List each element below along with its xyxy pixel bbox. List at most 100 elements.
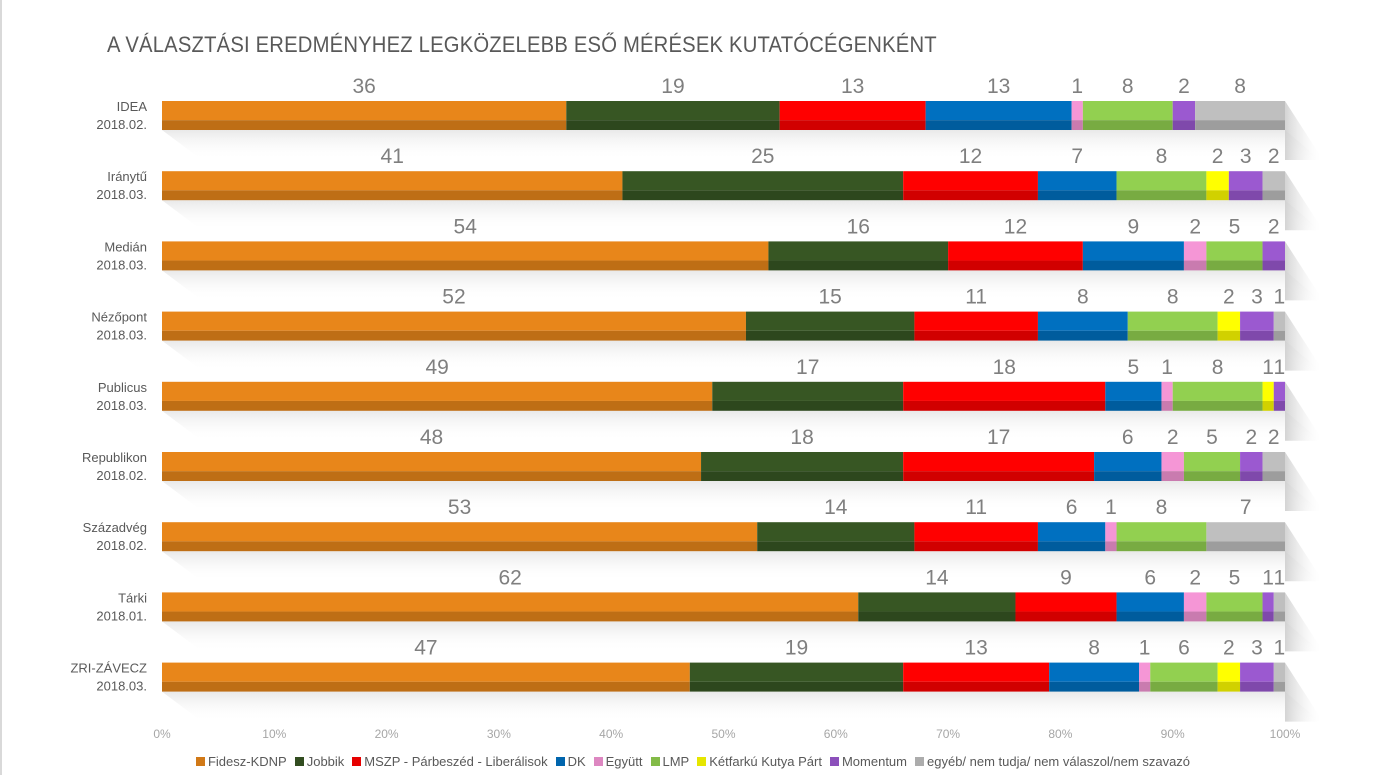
legend-swatch xyxy=(352,757,362,766)
bar-segment-bottom xyxy=(1150,681,1218,692)
data-label: 17 xyxy=(796,356,819,379)
bar-segment-top xyxy=(162,311,746,331)
bar-segment-top xyxy=(1183,452,1241,472)
legend-label: Kétfarkú Kutya Párt xyxy=(709,754,822,769)
data-label: 6 xyxy=(1144,566,1156,589)
bar-segment-top xyxy=(1049,662,1140,682)
data-label: 1 xyxy=(1139,637,1151,660)
bar-segment-top xyxy=(1262,452,1285,472)
bar-segment xyxy=(1037,522,1106,552)
bar-segment-bottom xyxy=(689,681,904,692)
legend-label: Jobbik xyxy=(306,754,345,769)
data-label: 5 xyxy=(1206,426,1218,449)
data-label: 2 xyxy=(1189,215,1201,238)
legend-item: MSZP - Párbeszéd - Liberálisok xyxy=(352,754,548,769)
bar-segment xyxy=(757,522,915,552)
bar-segment-top xyxy=(162,662,690,682)
bar-segment-top xyxy=(1273,381,1285,401)
bar-segment xyxy=(1273,381,1285,411)
data-label: 13 xyxy=(964,637,987,660)
data-label: 3 xyxy=(1251,286,1263,309)
bar-segment-top xyxy=(914,311,1038,331)
legend-swatch xyxy=(829,757,839,766)
bars-layer xyxy=(162,101,1285,692)
legend-label: Fidesz-KDNP xyxy=(207,754,287,769)
value-labels-layer: 36 19 13 13 1 8 2 841 25 12 7 8 2 3 254 16 12 9 2 5 252 15 11 8… xyxy=(352,75,1285,660)
data-label: 9 xyxy=(1128,215,1140,238)
bar-segment xyxy=(689,662,904,692)
data-label: 8 xyxy=(1088,637,1100,660)
bar-segment xyxy=(1172,101,1196,130)
data-label: 18 xyxy=(790,426,813,449)
bar-segment xyxy=(1172,381,1263,411)
bar-segment xyxy=(162,101,567,130)
bar-segment xyxy=(1240,662,1274,692)
data-label: 17 xyxy=(987,426,1010,449)
bar-segment-top xyxy=(1240,452,1263,472)
x-tick-label: 80% xyxy=(1048,727,1072,741)
bar-segment-top xyxy=(1139,662,1151,682)
bar-segment-bottom xyxy=(1037,190,1117,201)
bar-segment-top xyxy=(162,241,769,261)
bar-segment xyxy=(1206,522,1285,552)
bar-segment-bottom xyxy=(914,330,1038,341)
category-label-date: 2018.03. xyxy=(96,398,147,413)
bar-segment-top xyxy=(1262,381,1274,401)
bar-segment-bottom xyxy=(768,260,949,271)
bar-segment xyxy=(1037,171,1117,201)
data-label: 1 xyxy=(1262,356,1274,379)
bar-segment-top xyxy=(858,592,1016,612)
bar-segment-bottom xyxy=(1161,400,1173,411)
bar-segment-bottom xyxy=(903,400,1106,411)
bar-segment-top xyxy=(162,171,623,191)
bar-segment-bottom xyxy=(1015,611,1117,622)
bar-segment-bottom xyxy=(1082,260,1184,271)
data-label: 52 xyxy=(442,286,465,309)
data-label: 3 xyxy=(1240,145,1252,168)
bar-segment xyxy=(903,662,1050,692)
bar-segment xyxy=(1206,592,1263,622)
bar-shadow xyxy=(162,270,1320,301)
bar-segment-bottom xyxy=(1206,190,1229,201)
bar-shadow-side xyxy=(1285,171,1323,231)
bar-segment xyxy=(1116,592,1184,622)
x-tick-label: 10% xyxy=(262,727,286,741)
bar-segment-top xyxy=(162,381,713,401)
bar-segment-top xyxy=(162,101,567,121)
bar-shadow xyxy=(162,340,1320,371)
data-label: 14 xyxy=(824,496,848,519)
bar-segment-top xyxy=(1015,592,1117,612)
legend-label: LMP xyxy=(662,754,690,769)
bar-segment xyxy=(1105,381,1162,411)
data-label: 9 xyxy=(1060,566,1072,589)
bar-segment xyxy=(745,311,915,341)
bar-segment-bottom xyxy=(1217,681,1241,692)
bar-segment-bottom xyxy=(1206,611,1263,622)
x-tick-label: 90% xyxy=(1161,727,1185,741)
legend-item: Együtt xyxy=(593,754,643,769)
bar-segment-top xyxy=(1150,662,1218,682)
bar-segment-top xyxy=(162,452,702,472)
bar-segment-top xyxy=(1105,381,1162,401)
bar-segment-top xyxy=(1037,171,1117,191)
data-label: 19 xyxy=(661,75,684,98)
bar-segment-top xyxy=(1037,311,1128,331)
bar-segment-bottom xyxy=(1195,120,1285,130)
data-label: 1 xyxy=(1161,356,1173,379)
bar-segment-top xyxy=(1082,101,1173,121)
bar-segment-top xyxy=(1183,592,1207,612)
bar-shadow xyxy=(162,200,1320,231)
data-label: 6 xyxy=(1066,496,1078,519)
data-label: 18 xyxy=(993,356,1016,379)
category-label-name: Századvég xyxy=(83,520,147,535)
bar-segment-bottom xyxy=(622,190,904,201)
data-label: 1 xyxy=(1274,286,1286,309)
bar-segment xyxy=(1262,381,1274,411)
bar-segment-top xyxy=(162,592,859,612)
x-tick-label: 20% xyxy=(375,727,399,741)
bar-segment-bottom xyxy=(1183,471,1241,481)
bar-segment-top xyxy=(1172,381,1263,401)
bar-segment-top xyxy=(903,171,1038,191)
bar-segment-top xyxy=(1206,592,1263,612)
bar-shadow xyxy=(162,691,1320,722)
